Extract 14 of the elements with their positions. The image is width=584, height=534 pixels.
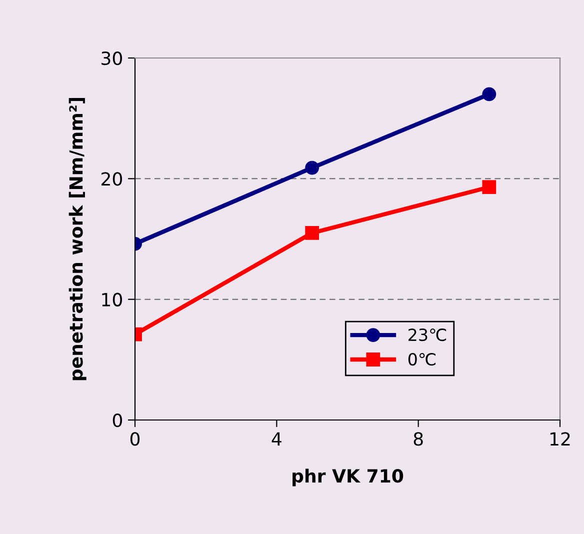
x-tick-label: 0 [130,432,140,446]
y-tick-label: 30 [102,51,122,66]
y-tick-label: 20 [102,172,122,186]
y-axis-title: penetration work [Nm/mm²] [68,98,86,380]
point [482,87,496,102]
x-tick-label: 12 [550,432,570,446]
x-axis-title: phr VK 710 [292,468,404,486]
y-tick-label: 10 [102,292,122,306]
y-tick-label: 0 [112,413,122,428]
x-tick-label: 8 [414,432,423,446]
point [482,180,496,194]
legend-label: 0℃ [408,352,436,366]
legend-label: 23℃ [408,328,446,342]
x-tick-label: 4 [272,432,282,446]
